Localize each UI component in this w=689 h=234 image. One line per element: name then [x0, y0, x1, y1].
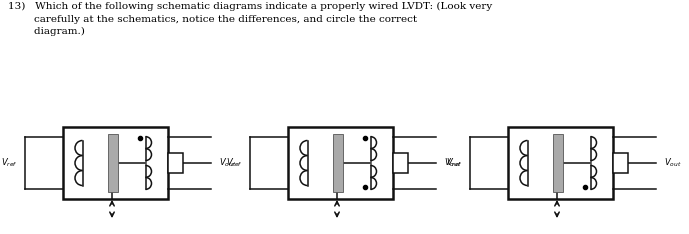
- Text: $V_{ref}$: $V_{ref}$: [1, 157, 18, 169]
- Bar: [108, 134, 118, 192]
- Bar: [333, 134, 343, 192]
- Bar: [393, 153, 407, 173]
- Bar: [63, 127, 167, 199]
- Text: $V_{out}$: $V_{out}$: [664, 157, 681, 169]
- Text: carefully at the schematics, notice the differences, and circle the correct: carefully at the schematics, notice the …: [8, 15, 417, 23]
- Bar: [553, 134, 563, 192]
- Bar: [508, 127, 613, 199]
- Bar: [287, 127, 393, 199]
- Bar: [167, 153, 183, 173]
- Bar: [613, 153, 628, 173]
- Text: 13)   Which of the following schematic diagrams indicate a properly wired LVDT: : 13) Which of the following schematic dia…: [8, 2, 492, 11]
- Text: $V_{ref}$: $V_{ref}$: [226, 157, 243, 169]
- Text: $V_{out}$: $V_{out}$: [444, 157, 461, 169]
- Text: $V_{out}$: $V_{out}$: [218, 157, 236, 169]
- Text: diagram.): diagram.): [8, 27, 85, 36]
- Text: $V_{ref}$: $V_{ref}$: [446, 157, 463, 169]
